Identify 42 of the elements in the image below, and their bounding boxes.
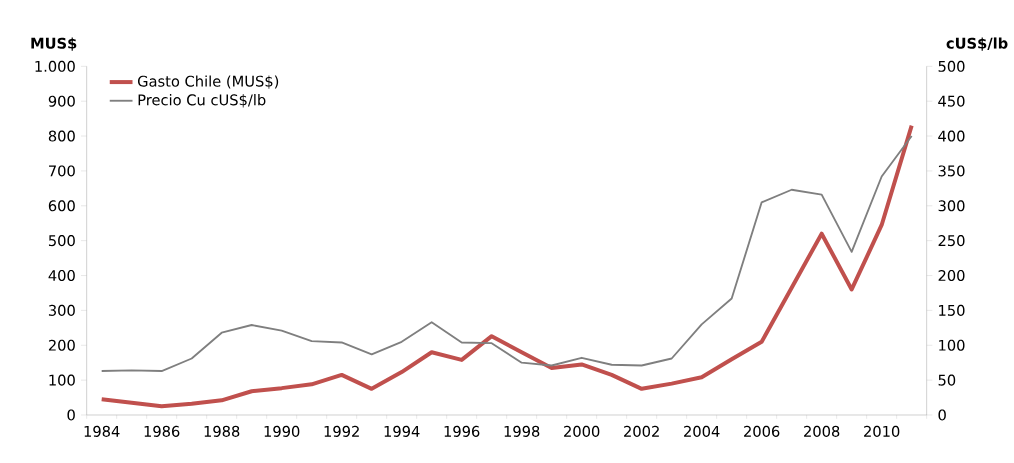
y2-tick-label: 500 (938, 60, 965, 72)
line-series (99, 123, 914, 409)
y-tick-label: 1.000 (35, 60, 75, 72)
x-tick-label: 2006 (744, 425, 780, 437)
x-tick-label: 2010 (864, 425, 900, 437)
y-axis-title: MUS$ (31, 37, 77, 51)
y-tick-label: 500 (48, 235, 75, 247)
x-tick-label: 1992 (324, 425, 359, 437)
x-tick-label: 1994 (384, 425, 420, 437)
x-tick-label: 2004 (684, 425, 720, 437)
y2-axis-title: cUS$/lb (946, 37, 1008, 51)
y2-tick-label: 50 (938, 374, 956, 386)
x-tick-label: 2002 (624, 425, 659, 437)
legend-label: Gasto Chile (MUS$) (137, 75, 279, 89)
y-tick-label: 200 (48, 339, 75, 351)
line-series (100, 135, 913, 372)
y2-tick-label: 300 (938, 200, 965, 212)
x-tick-label: 1996 (444, 425, 480, 437)
y-tick-label: 300 (48, 304, 75, 316)
x-tick-label: 1990 (264, 425, 300, 437)
y2-tick-label: 400 (938, 130, 965, 142)
x-tick-label: 1986 (144, 425, 180, 437)
x-tick-label: 1988 (204, 425, 240, 437)
y2-tick-label: 100 (939, 339, 965, 351)
y-tick-label: 700 (49, 165, 75, 177)
y2-tick-label: 350 (938, 165, 965, 177)
x-tick-label: 1984 (84, 425, 120, 437)
y2-tick-label: 250 (938, 235, 965, 247)
y-tick-label: 600 (48, 200, 75, 212)
y-tick-label: 800 (48, 130, 75, 142)
y-tick-label: 400 (48, 269, 75, 282)
y2-tick-label: 0 (938, 409, 946, 421)
x-tick-label: 1998 (504, 425, 540, 437)
x-tick-label: 2008 (804, 425, 840, 437)
y2-tick-label: 150 (939, 304, 965, 316)
y-tick-label: 100 (49, 374, 75, 386)
y2-tick-label: 450 (938, 95, 965, 107)
y-tick-label: 0 (67, 409, 75, 421)
x-tick-label: 2000 (564, 425, 600, 437)
legend-label: Precio Cu cUS$/lb (138, 94, 266, 108)
y-tick-label: 900 (48, 95, 75, 107)
y2-tick-label: 200 (938, 269, 965, 282)
